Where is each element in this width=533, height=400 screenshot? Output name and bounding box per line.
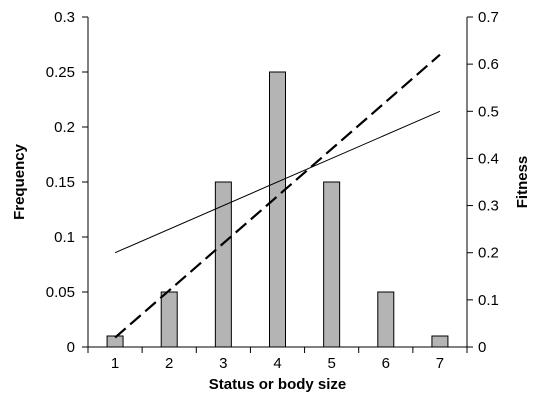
- bar-1: [106, 335, 124, 348]
- left-tick-label: 0.1: [54, 229, 75, 246]
- labels-group: 0 0.05 0.1 0.15 0.2 0.25 0.3 0 0.1 0.2 0.3 0.4 0.5 0.…: [46, 9, 499, 372]
- right-tick-label: 0.2: [478, 245, 499, 262]
- bar-4: [269, 71, 286, 348]
- left-tick-label: 0.05: [46, 284, 75, 301]
- right-tick-label: 0.4: [478, 150, 499, 167]
- bar-2: [160, 291, 178, 348]
- fitness-line-dashed: [114, 53, 441, 339]
- x-tick-label: 1: [111, 355, 119, 372]
- axes-group: [82, 16, 473, 353]
- bar-6: [377, 291, 395, 348]
- bar-5: [323, 181, 341, 348]
- x-tick-label: 3: [219, 355, 227, 372]
- right-tick-label: 0.5: [478, 103, 499, 120]
- right-tick-label: 0.1: [478, 292, 499, 309]
- right-tick-label: 0.6: [478, 56, 499, 73]
- right-tick-label: 0.3: [478, 198, 499, 215]
- x-tick-label: 7: [436, 355, 444, 372]
- x-tick-label: 4: [273, 355, 281, 372]
- bar-3: [214, 181, 232, 348]
- y2-axis-title: Fitness: [514, 156, 531, 209]
- x-axis-title: Status or body size: [209, 376, 347, 393]
- fitness-line-solid: [114, 110, 441, 254]
- x-tick-label: 6: [382, 355, 390, 372]
- x-tick-label: 2: [165, 355, 173, 372]
- x-tick-label: 5: [327, 355, 335, 372]
- bars-group: [106, 71, 449, 348]
- right-tick-label: 0: [478, 339, 486, 356]
- left-tick-label: 0.2: [54, 119, 75, 136]
- left-tick-label: 0: [67, 339, 75, 356]
- lines-group: [114, 53, 441, 339]
- left-tick-label: 0.3: [54, 9, 75, 26]
- y-axis-title: Frequency: [11, 143, 28, 220]
- bar-7: [431, 335, 449, 348]
- left-tick-label: 0.15: [46, 174, 75, 191]
- left-tick-label: 0.25: [46, 64, 75, 81]
- right-tick-label: 0.7: [478, 9, 499, 26]
